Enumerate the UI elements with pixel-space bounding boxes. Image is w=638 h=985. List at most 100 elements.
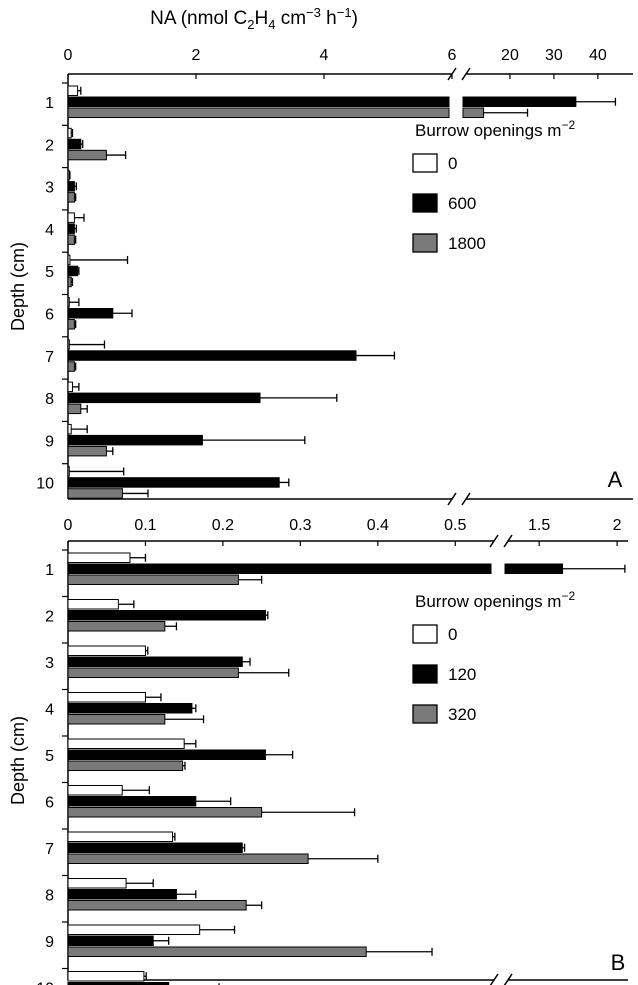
bar-depth5-series0	[67, 254, 71, 266]
legend-label-0: 0	[448, 625, 457, 644]
bar-depth9-series600	[67, 434, 203, 446]
legend-swatch-320	[412, 704, 438, 724]
legend-title: Burrow openings m−2	[415, 118, 575, 140]
bar-depth1-series1800-part2	[462, 107, 485, 118]
bar-depth6-series320	[67, 807, 263, 818]
legend-label-320: 320	[448, 705, 476, 724]
x-tick-label-low-2: 4	[320, 47, 329, 64]
bar-depth6-series0	[67, 785, 123, 796]
title-sub-1: 2	[247, 17, 254, 32]
x-tick-label-low-5: 0.5	[444, 517, 466, 534]
depth-label-5: 5	[45, 264, 54, 281]
depth-label-3: 3	[45, 655, 54, 672]
bar-depth8-series120	[67, 889, 177, 900]
bar-depth7-series320	[67, 853, 309, 864]
depth-label-1: 1	[45, 562, 54, 579]
axis-break-mark-1-0	[489, 973, 499, 985]
bar-depth2-series1800	[67, 149, 107, 161]
bar-depth7-series600	[67, 350, 357, 361]
bar-depth10-series600	[67, 477, 280, 488]
bar-depth6-series0	[67, 297, 70, 308]
title-mid-2: cm	[275, 8, 306, 29]
title-sup-1: −3	[306, 5, 321, 20]
axis-break-mark-1-1	[461, 492, 471, 506]
bar-depth7-series0	[67, 339, 70, 350]
axis-break-mark-0-1	[461, 67, 471, 81]
depth-label-8: 8	[45, 391, 54, 408]
bar-depth5-series120	[67, 749, 267, 760]
legend-label-0: 0	[448, 154, 457, 173]
title-prefix: NA (nmol C	[150, 8, 247, 29]
legend-title-sup: −2	[561, 589, 575, 603]
depth-label-3: 3	[45, 180, 54, 197]
bar-depth4-series120	[67, 703, 193, 714]
x-tick-label-low-2: 0.2	[212, 517, 234, 534]
bar-depth7-series0	[67, 831, 174, 842]
bar-depth3-series0	[67, 645, 146, 656]
x-tick-label-high-2: 40	[589, 47, 607, 64]
bar-depth1-series0	[67, 85, 79, 96]
bar-depth3-series1800	[67, 192, 75, 203]
depth-label-10: 10	[36, 981, 54, 985]
bar-depth7-series120	[67, 842, 243, 853]
bar-depth1-series600-part2	[462, 96, 577, 107]
bar-depth1-series320	[67, 574, 239, 585]
legend-label-120: 120	[448, 665, 476, 684]
legend-swatch-120	[412, 664, 438, 684]
depth-label-8: 8	[45, 888, 54, 905]
bar-depth6-series600	[67, 308, 114, 319]
bar-depth5-series0	[67, 738, 185, 749]
bar-depth7-series1800	[67, 361, 75, 372]
legend-title: Burrow openings m−2	[415, 589, 575, 611]
bar-depth3-series120	[67, 656, 243, 667]
x-tick-label-low-0: 0	[64, 47, 73, 64]
bar-depth5-series600	[67, 265, 79, 277]
depth-label-7: 7	[45, 349, 54, 366]
bar-depth8-series0	[67, 381, 73, 393]
bar-depth9-series1800	[67, 445, 107, 457]
x-tick-label-low-3: 0.3	[289, 517, 311, 534]
legend-label-1800: 1800	[448, 234, 486, 253]
x-tick-label-low-4: 0.4	[367, 517, 389, 534]
bar-depth2-series120	[67, 610, 267, 621]
bar-depth1-series0	[67, 552, 131, 563]
depth-label-7: 7	[45, 841, 54, 858]
bar-depth10-series120	[67, 982, 170, 985]
bar-depth1-series120-part1	[67, 563, 492, 574]
bar-depth9-series120	[67, 935, 154, 946]
legend-swatch-600	[412, 193, 438, 213]
depth-label-5: 5	[45, 748, 54, 765]
x-tick-label-low-3: 6	[448, 47, 457, 64]
y-axis-label: Depth (cm)	[8, 716, 28, 805]
bar-depth8-series0	[67, 878, 127, 889]
bar-depth2-series0	[67, 599, 119, 610]
depth-label-4: 4	[45, 222, 54, 239]
bar-depth5-series320	[67, 760, 184, 771]
bar-depth8-series1800	[67, 403, 82, 415]
panel-label: A	[608, 467, 623, 492]
x-tick-label-low-0: 0	[64, 517, 73, 534]
bar-depth9-series0	[67, 924, 201, 935]
panel-a: 0 2 4 6 20 30 40 Depth (cm) 1 2 3 4 5 6 7 8 9 10 Burrow op…	[8, 47, 633, 506]
title-sup-2: −1	[337, 5, 352, 20]
depth-label-6: 6	[45, 307, 54, 324]
bar-depth6-series120	[67, 796, 197, 807]
depth-label-2: 2	[45, 609, 54, 626]
bar-depth10-series0	[67, 466, 70, 477]
y-axis-label: Depth (cm)	[8, 242, 28, 331]
bar-depth5-series1800	[67, 276, 72, 288]
title-suffix: )	[352, 8, 358, 29]
legend-title-text: Burrow openings m	[415, 121, 561, 140]
bar-depth4-series600	[67, 223, 75, 234]
depth-label-4: 4	[45, 702, 54, 719]
bar-depth2-series600	[67, 138, 82, 150]
x-tick-label-high-0: 20	[501, 47, 519, 64]
bar-depth3-series0	[67, 170, 70, 181]
bar-depth1-series120-part2	[504, 563, 564, 574]
legend-label-600: 600	[448, 194, 476, 213]
bar-depth9-series0	[67, 423, 72, 435]
x-tick-label-low-1: 2	[192, 47, 201, 64]
figure-title: NA (nmol C2H4 cm−3 h−1)	[150, 5, 358, 32]
panel-label: B	[611, 950, 626, 975]
